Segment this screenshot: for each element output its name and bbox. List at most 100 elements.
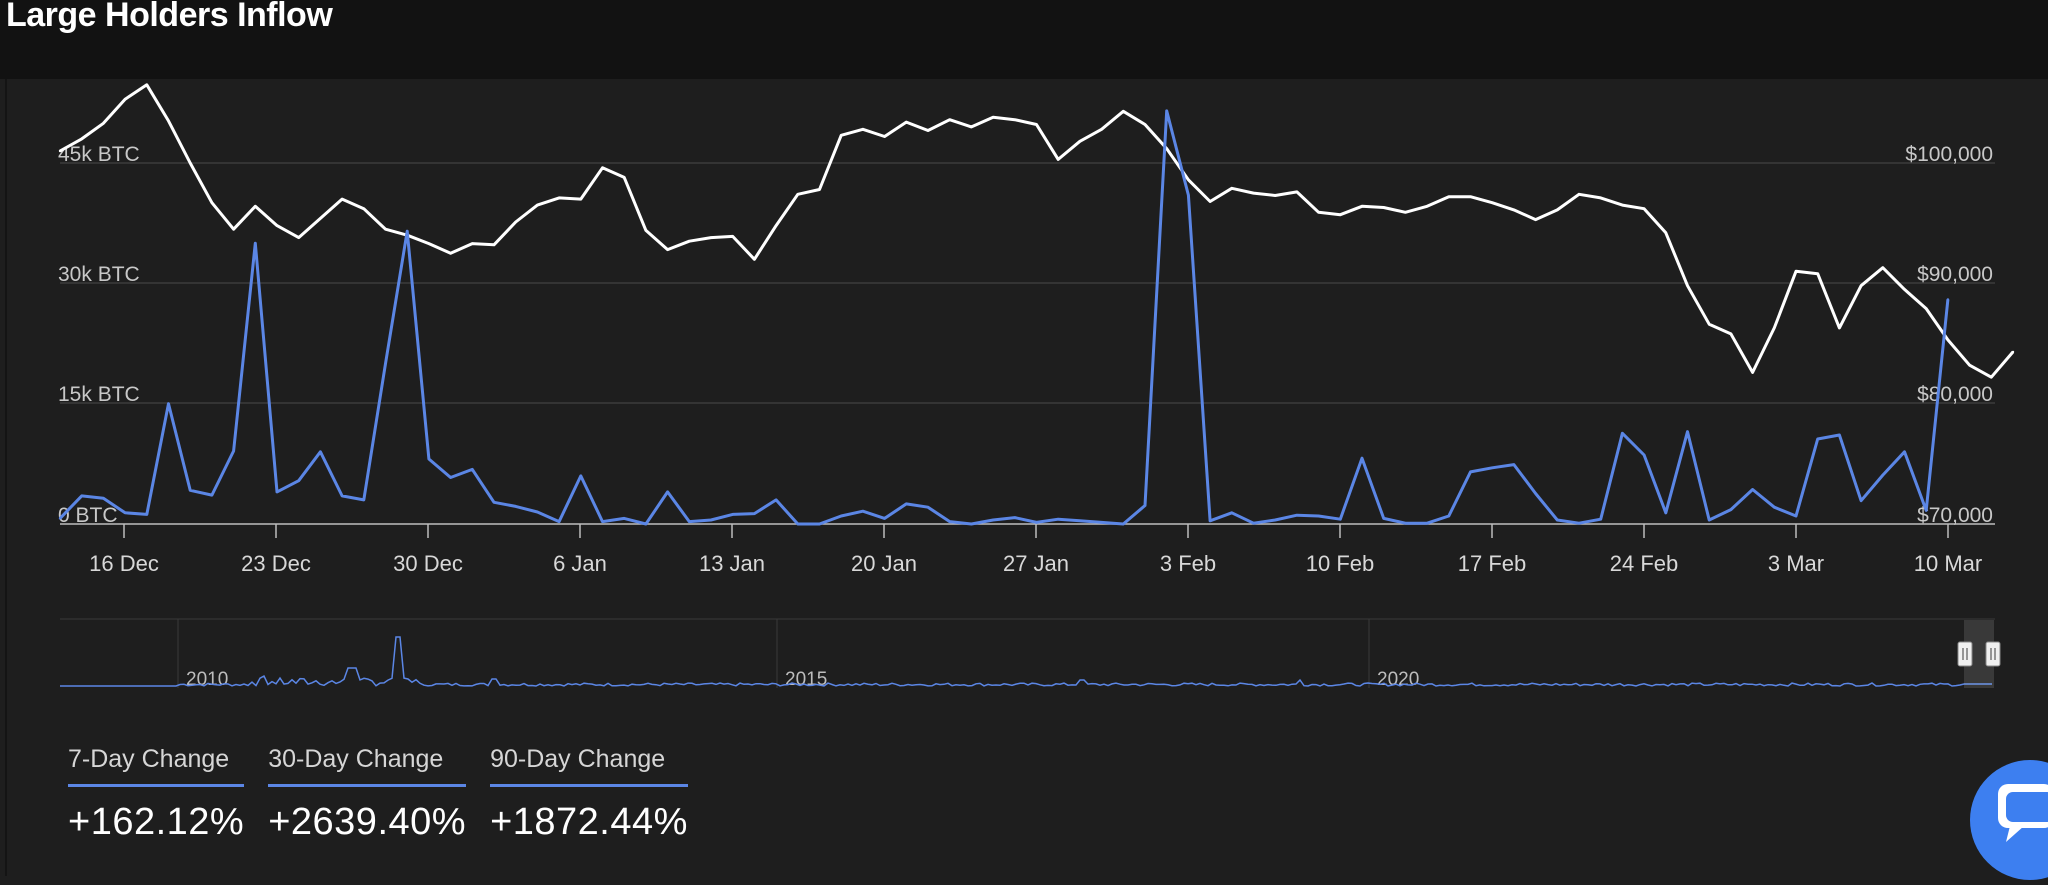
navigator-year-label: 2015 [785,669,827,690]
inflow-point [514,505,517,508]
inflow-point [774,498,778,502]
price-point [1252,191,1255,195]
inflow-point [623,517,626,520]
inflow-point [1013,516,1016,519]
inflow-point [1252,522,1255,525]
inflow-point [796,522,799,526]
inflow-point [905,502,908,506]
price-point [688,240,691,243]
x-tick-label: 23 Dec [241,551,311,576]
inflow-point [1078,519,1082,522]
stat-value: +1872.44% [490,801,688,843]
handle-grip [1957,641,1973,667]
inflow-point [1447,514,1451,518]
inflow-point [1838,433,1841,437]
price-point [384,228,387,231]
y-tick-label: 15k BTC [58,383,140,406]
x-tick-label: 6 Jan [553,551,607,576]
price-point [449,252,452,255]
y-axis-right: $100,000 $90,000 $80,000 $70,000 [1905,143,1993,527]
price-point [883,135,886,138]
price-point [80,137,83,141]
inflow-point [1143,504,1147,507]
inflow-point [319,450,322,453]
inflow-point [1035,521,1038,524]
inflow-point [666,490,669,494]
inflow-point [384,362,387,365]
navigator-series-line [60,636,1992,687]
price-point [970,125,973,129]
inflow-point [1881,473,1885,477]
price-point [1274,194,1277,197]
y-tick-label: 30k BTC [58,263,140,286]
price-point [123,98,127,101]
price-point [666,248,669,251]
inflow-chart[interactable]: 45k BTC 30k BTC 15k BTC 0 BTC $100,000 $90,0… [0,0,2048,720]
price-point [1664,231,1668,234]
price-point [254,205,257,208]
chat-button[interactable] [1970,760,2048,880]
price-point [1816,272,1819,275]
inflow-point [1230,511,1234,514]
inflow-point [210,493,214,497]
x-tick-label: 17 Feb [1458,551,1527,576]
grid-lines [60,162,1995,525]
inflow-point [970,522,973,526]
range-navigator[interactable]: 2010 2015 2020 [60,618,2001,690]
price-point [1881,266,1885,269]
inflow-point [58,517,62,520]
price-point [1642,207,1646,210]
inflow-point [1360,457,1364,460]
x-tick-label: 3 Mar [1768,551,1824,576]
navigator-year-label: 2020 [1377,669,1419,690]
price-point [905,120,908,124]
inflow-point [1187,193,1190,197]
price-point [1230,187,1234,190]
series-group [58,83,2015,526]
navigator-right-handle[interactable] [1985,641,2001,667]
change-stats: 7-Day Change +162.12% 30-Day Change +263… [68,745,712,844]
price-point [1534,218,1537,221]
price-point [2011,350,2015,354]
inflow-point [1534,492,1537,495]
inflow-point [1165,109,1168,113]
stat-value: +2639.40% [268,801,467,843]
price-point [58,149,62,153]
price-point [731,235,734,238]
inflow-point [1295,514,1299,517]
price-point [536,203,539,207]
navigator-left-handle[interactable] [1957,641,1973,667]
price-series-line [59,83,2015,379]
inflow-series-line [58,109,1950,526]
inflow-point [536,510,539,514]
inflow-point [1208,519,1212,522]
inflow-point [1404,522,1407,525]
inflow-point [1621,432,1624,435]
inflow-point [80,494,83,498]
inflow-point [1664,511,1668,514]
price-point [1794,270,1798,273]
inflow-point [688,520,691,523]
price-point [1556,208,1559,212]
inflow-point [427,457,431,461]
x-tick-label: 30 Dec [393,551,463,576]
price-point [319,217,322,220]
inflow-point [492,501,496,504]
price-point [1577,193,1581,196]
inflow-point [1100,521,1103,524]
price-point [1859,284,1863,287]
price-point [1317,211,1320,214]
inflow-point [1339,518,1342,521]
inflow-point [340,494,344,498]
handle-grip [1985,641,2001,667]
price-point [275,224,279,227]
x-tick-label: 10 Mar [1914,551,1982,576]
x-axis: 16 Dec 23 Dec 30 Dec 6 Jan 13 Jan 20 Jan 27 Ja… [89,524,1982,576]
price-point [926,129,930,132]
price-point [167,119,170,123]
inflow-point [275,490,279,494]
header-bar: Large Holders Inflow [0,0,2048,79]
left-divider [5,79,7,876]
price-point [861,128,865,131]
x-tick-label: 24 Feb [1610,551,1679,576]
